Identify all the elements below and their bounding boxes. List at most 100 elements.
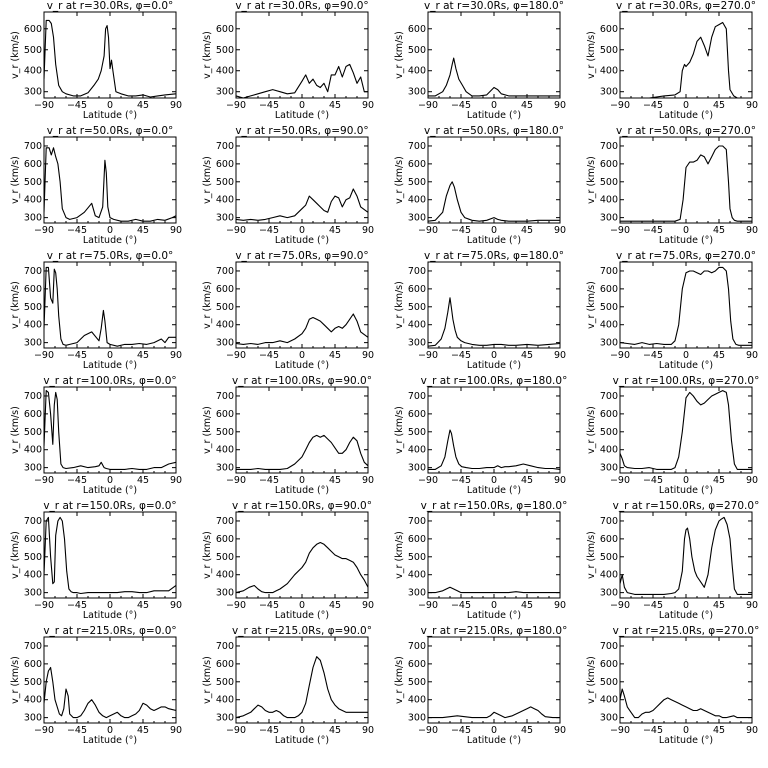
panel-4-2: v_r at r=100.0Rs, φ=90.0° −90 −45 0 45 90 300 4… <box>202 375 374 496</box>
y-tick-label: 400 <box>600 195 618 206</box>
y-tick-label: 500 <box>24 427 42 438</box>
x-tick-label: −45 <box>67 225 87 236</box>
x-tick-label: 90 <box>170 600 182 611</box>
panel-title: v_r at r=75.0Rs, φ=0.0° <box>47 250 174 262</box>
x-tick-label: −90 <box>34 725 54 736</box>
panel-3-3: v_r at r=75.0Rs, φ=180.0° −90 −45 0 45 90 300 4… <box>394 250 566 371</box>
x-tick-label: 90 <box>362 100 374 111</box>
panel-title: v_r at r=100.0Rs, φ=270.0° <box>613 375 760 387</box>
y-tick-label: 700 <box>216 516 234 527</box>
x-tick-label: 0 <box>491 225 497 236</box>
y-tick-label: 500 <box>216 177 234 188</box>
plot-frame <box>43 511 177 599</box>
y-tick-label: 300 <box>24 463 42 474</box>
x-tick-label: 45 <box>137 100 149 111</box>
y-tick-label: 300 <box>216 713 234 724</box>
panel-title: v_r at r=30.0Rs, φ=270.0° <box>616 0 756 12</box>
plot-frame <box>427 261 561 349</box>
data-line <box>44 516 176 595</box>
x-tick-label: −45 <box>451 100 471 111</box>
plot-frame <box>235 511 369 599</box>
x-tick-label: −90 <box>34 475 54 486</box>
y-tick-label: 700 <box>600 641 618 652</box>
y-tick-label: 600 <box>600 409 618 420</box>
x-axis-label: Latitude (°) <box>275 360 329 371</box>
x-tick-label: 90 <box>362 725 374 736</box>
x-axis-label: Latitude (°) <box>275 110 329 121</box>
x-tick-label: 45 <box>137 475 149 486</box>
x-tick-label: −45 <box>643 100 663 111</box>
x-tick-label: −90 <box>418 475 438 486</box>
y-tick-label: 300 <box>24 588 42 599</box>
x-tick-label: 0 <box>107 475 113 486</box>
x-tick-label: 0 <box>107 100 113 111</box>
x-tick-label: 45 <box>521 100 533 111</box>
y-tick-label: 600 <box>408 284 426 295</box>
y-tick-label: 300 <box>600 588 618 599</box>
x-tick-label: 90 <box>746 350 758 361</box>
x-tick-label: 0 <box>299 600 305 611</box>
plot-frame <box>427 11 561 99</box>
x-tick-label: −45 <box>643 475 663 486</box>
y-tick-label: 300 <box>216 588 234 599</box>
x-tick-label: 0 <box>491 100 497 111</box>
x-tick-label: 45 <box>137 725 149 736</box>
x-axis-label: Latitude (°) <box>275 235 329 246</box>
x-tick-label: 90 <box>746 225 758 236</box>
data-line <box>236 188 368 221</box>
y-tick-label: 700 <box>408 141 426 152</box>
y-tick-label: 500 <box>24 302 42 313</box>
x-tick-label: 90 <box>170 350 182 361</box>
plot-frame <box>43 261 177 349</box>
x-tick-label: 0 <box>683 350 689 361</box>
panel-4-1: v_r at r=100.0Rs, φ=0.0° −90 −45 0 45 90 300 40… <box>10 375 182 496</box>
y-axis-label: v_r (km/s) <box>202 406 213 454</box>
y-tick-label: 700 <box>24 266 42 277</box>
x-tick-label: −45 <box>451 475 471 486</box>
panel-6-2: v_r at r=215.0Rs, φ=90.0° −90 −45 0 45 90 300 4… <box>202 625 374 746</box>
y-tick-label: 400 <box>24 570 42 581</box>
panel-title: v_r at r=150.0Rs, φ=180.0° <box>421 500 568 512</box>
y-axis-label: v_r (km/s) <box>202 281 213 329</box>
y-axis-label: v_r (km/s) <box>10 281 21 329</box>
x-axis-label: Latitude (°) <box>467 360 521 371</box>
x-axis-label: Latitude (°) <box>467 485 521 496</box>
panel-title: v_r at r=30.0Rs, φ=90.0° <box>235 0 368 12</box>
x-tick-label: 45 <box>329 600 341 611</box>
y-axis-label: v_r (km/s) <box>586 406 597 454</box>
y-tick-label: 300 <box>600 213 618 224</box>
x-tick-label: −90 <box>226 350 246 361</box>
x-tick-label: 90 <box>170 475 182 486</box>
x-tick-label: 90 <box>170 100 182 111</box>
y-tick-label: 600 <box>24 409 42 420</box>
y-axis-label: v_r (km/s) <box>586 31 597 79</box>
y-tick-label: 600 <box>24 284 42 295</box>
plot-frame <box>619 136 753 224</box>
y-tick-label: 400 <box>408 195 426 206</box>
x-tick-label: 90 <box>362 225 374 236</box>
data-line <box>236 541 368 594</box>
x-tick-label: −90 <box>610 225 630 236</box>
x-tick-label: 0 <box>683 225 689 236</box>
y-tick-label: 600 <box>216 24 234 35</box>
x-tick-label: 0 <box>491 350 497 361</box>
x-tick-label: −90 <box>418 225 438 236</box>
x-tick-label: 0 <box>107 350 113 361</box>
panel-title: v_r at r=150.0Rs, φ=0.0° <box>43 500 176 512</box>
x-tick-label: −90 <box>610 475 630 486</box>
panel-5-3: v_r at r=150.0Rs, φ=180.0° −90 −45 0 45 90 300… <box>394 500 567 621</box>
y-tick-label: 300 <box>408 213 426 224</box>
x-tick-label: 0 <box>299 100 305 111</box>
data-line <box>44 147 176 222</box>
data-line <box>44 266 176 347</box>
y-tick-label: 500 <box>600 552 618 563</box>
y-axis-label: v_r (km/s) <box>202 31 213 79</box>
y-tick-label: 700 <box>600 141 618 152</box>
x-tick-label: 90 <box>554 725 566 736</box>
x-tick-label: −45 <box>643 600 663 611</box>
data-line <box>44 19 176 98</box>
y-tick-label: 300 <box>600 463 618 474</box>
x-axis-label: Latitude (°) <box>275 735 329 746</box>
x-tick-label: −45 <box>451 600 471 611</box>
y-tick-label: 500 <box>24 677 42 688</box>
